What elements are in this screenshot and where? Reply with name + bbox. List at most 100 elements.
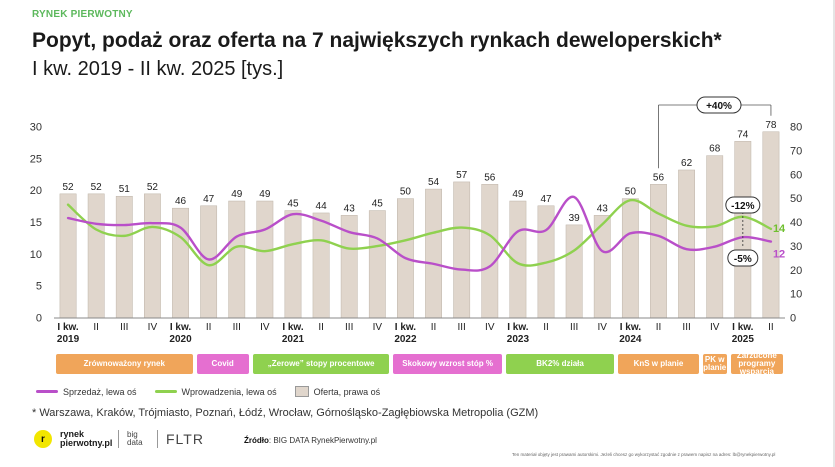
disclaimer: Ten materiał objęty jest prawami autorsk… [512, 452, 776, 457]
right-axis-tick-label: 80 [790, 122, 802, 134]
bar-value-label: 45 [372, 199, 384, 210]
x-axis-tick-label: I kw. [395, 322, 417, 333]
bar-offer [228, 200, 246, 319]
brand-logo: r rynek pierwotny.pl big data FLTR [34, 430, 204, 448]
left-axis-tick-label: 5 [36, 281, 42, 293]
x-axis-tick-label: I kw. [620, 322, 642, 333]
x-axis-tick-label: 2020 [169, 334, 192, 345]
bar-offer [706, 155, 724, 319]
x-axis-tick-label: III [120, 322, 128, 333]
bar-value-label: 56 [484, 172, 496, 183]
right-axis-tick-label: 50 [790, 193, 802, 205]
bar-value-label: 47 [540, 194, 552, 205]
left-axis-tick-label: 30 [30, 122, 42, 134]
phase-kns: KnS w planie [618, 354, 699, 374]
line-introductions [66, 198, 773, 267]
right-axis-tick-label: 40 [790, 217, 802, 229]
x-axis-tick-label: IV [260, 322, 270, 333]
x-axis-tick-label: II [93, 322, 99, 333]
legend-swatch-sales [36, 390, 58, 393]
x-axis-tick-label: IV [148, 322, 158, 333]
line-sales [66, 195, 773, 272]
x-axis-tick-label: 2023 [507, 334, 530, 345]
annotation-bubble-offer [696, 96, 742, 114]
bar-offer [621, 198, 639, 319]
x-axis-tick-label: I kw. [507, 322, 529, 333]
legend-label-intro: Wprowadzenia, lewa oś [181, 386, 277, 397]
x-axis-tick-label: 2024 [619, 334, 642, 345]
phase-rate-hike: Skokowy wzrost stóp % [393, 354, 502, 374]
bar-value-label: 49 [512, 189, 524, 200]
bar-value-label: 39 [569, 213, 581, 224]
annotation-bubble-intro [725, 196, 761, 214]
x-axis-tick-label: II [543, 322, 549, 333]
bar-value-label: 50 [625, 187, 637, 198]
bar-offer [368, 210, 386, 319]
section-tag: RYNEK PIERWOTNY [32, 9, 133, 20]
footnote: * Warszawa, Kraków, Trójmiasto, Poznań, … [32, 407, 539, 419]
logo-separator [118, 430, 119, 448]
bar-value-label: 51 [119, 184, 131, 195]
x-axis-tick-label: III [345, 322, 353, 333]
legend-swatch-offer [294, 386, 309, 397]
bar-value-label: 44 [316, 201, 328, 212]
bar-value-label: 52 [147, 182, 159, 193]
bar-offer [565, 224, 583, 319]
phase-balanced-market: Zrównoważony rynek [56, 354, 193, 374]
x-axis-tick-label: II [431, 322, 437, 333]
bar-value-label: 54 [428, 177, 440, 188]
x-axis-tick-label: II [318, 322, 324, 333]
bar-value-label: 49 [231, 189, 243, 200]
logo-fltr-text: FLTR [166, 431, 204, 447]
window-edge [833, 0, 835, 467]
x-axis-tick-label: III [570, 322, 578, 333]
left-axis-tick-label: 20 [30, 185, 42, 197]
annotation-bubble-sales [727, 249, 759, 267]
logo-small-text: big data [127, 430, 143, 447]
bar-offer [453, 181, 471, 319]
right-axis-tick-label: 70 [790, 145, 802, 157]
x-axis-tick-label: IV [373, 322, 383, 333]
logo-separator [157, 430, 158, 448]
right-axis-tick-label: 30 [790, 241, 802, 253]
x-axis-tick-label: 2019 [57, 334, 80, 345]
phase-zero-rates: „Zerowe” stopy procentowe [252, 354, 390, 374]
left-axis-tick-label: 0 [36, 313, 42, 325]
x-axis-tick-label: IV [485, 322, 495, 333]
bar-value-label: 52 [91, 182, 103, 193]
x-axis-tick-label: I kw. [282, 322, 304, 333]
logo-badge-icon: r [34, 430, 52, 448]
legend-item-intro: Wprowadzenia, lewa oś [154, 386, 277, 397]
x-axis-tick-label: 2021 [282, 334, 305, 345]
bar-value-label: 56 [653, 172, 665, 183]
bar-value-label: 49 [259, 189, 271, 200]
bar-value-label: 43 [597, 203, 609, 214]
chart-title: Popyt, podaż oraz oferta na 7 największy… [32, 29, 722, 52]
x-axis-tick-label: 2022 [394, 334, 417, 345]
x-axis-tick-label: III [458, 322, 466, 333]
phase-bk2: BK2% działa [505, 354, 615, 374]
right-axis-tick-label: 20 [790, 265, 802, 277]
phase-covid: Covid [196, 354, 249, 374]
legend-item-offer: Oferta, prawa oś [294, 386, 380, 397]
right-axis-tick-label: 0 [790, 313, 796, 325]
right-axis-tick-label: 10 [790, 289, 802, 301]
x-axis-tick-label: IV [598, 322, 608, 333]
bar-offer [425, 188, 442, 319]
annotation-change-intro: -12% [731, 201, 754, 212]
bar-offer [115, 195, 133, 319]
bar-value-label: 68 [709, 144, 721, 155]
chart-subtitle: I kw. 2019 - II kw. 2025 [tys.] [32, 58, 284, 80]
x-axis-tick-label: I kw. [732, 322, 754, 333]
bar-value-label: 50 [400, 187, 412, 198]
bar-offer [59, 193, 77, 319]
x-axis-tick-label: III [233, 322, 241, 333]
legend-item-sales: Sprzedaż, lewa oś [36, 387, 137, 397]
bar-value-label: 45 [287, 199, 299, 210]
bar-value-label: 57 [456, 170, 468, 181]
phase-pk: PK w planie [702, 354, 727, 374]
bar-offer [87, 193, 105, 319]
bar-offer [312, 212, 330, 319]
bar-offer [481, 184, 499, 319]
